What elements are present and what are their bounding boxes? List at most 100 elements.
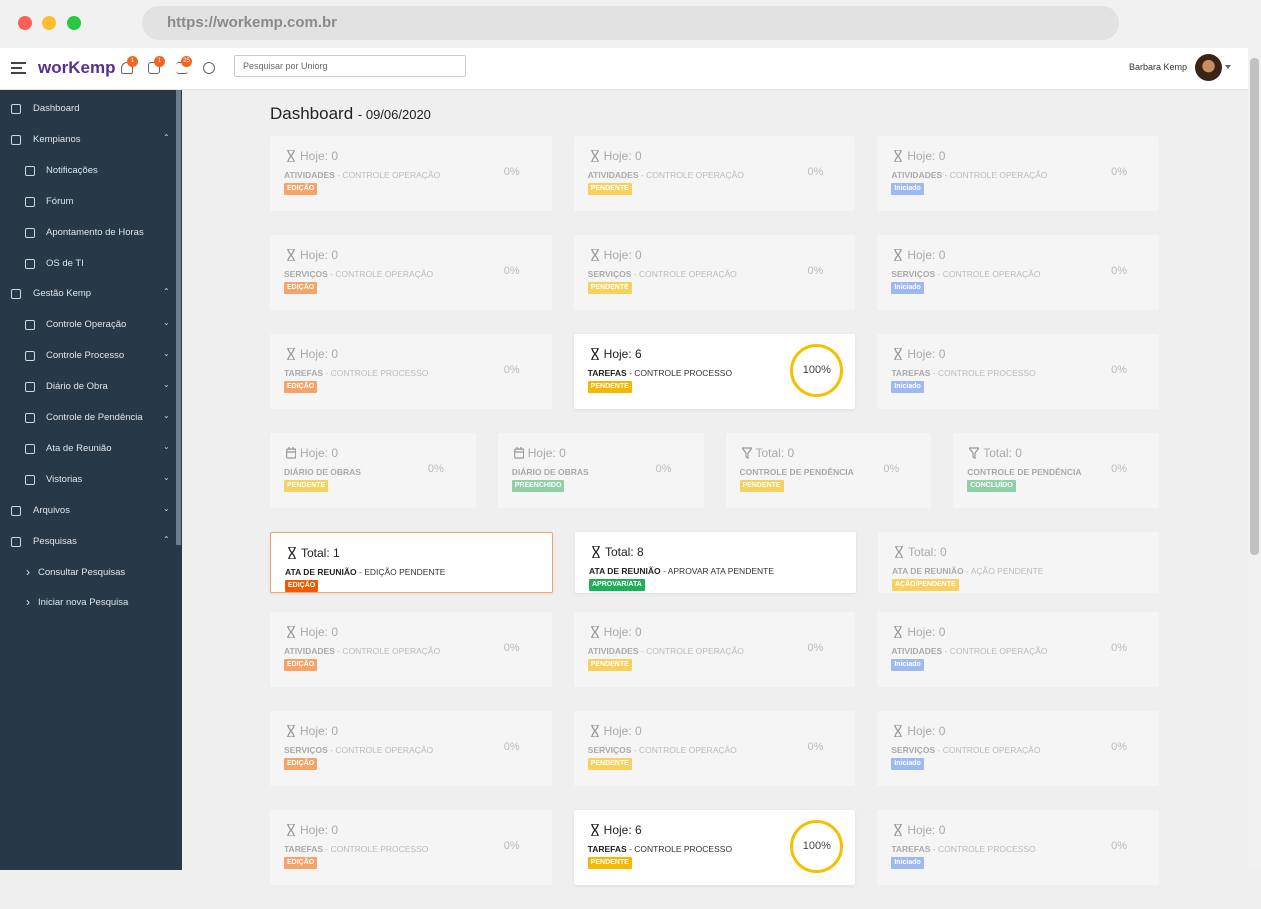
close-dot[interactable]: [18, 16, 32, 30]
card-subtitle: - CONTROLE OPERAÇÃO: [944, 646, 1048, 656]
sidebar-item[interactable]: Vistorias ⌄: [0, 470, 176, 490]
dashboard-card[interactable]: Hoje: 0 ATIVIDADES - CONTROLE OPERAÇÃO Ini…: [877, 612, 1160, 687]
dashboard-card[interactable]: Hoje: 0 TAREFAS - CONTROLE PROCESSO EDIÇÃO…: [270, 810, 552, 885]
menu-toggle[interactable]: [11, 61, 27, 75]
card-icon: [895, 546, 903, 558]
sidebar-item[interactable]: Apontamento de Horas: [0, 223, 176, 243]
dashboard-card[interactable]: Hoje: 6 TAREFAS - CONTROLE PROCESSO PENDEN…: [573, 334, 856, 409]
sidebar-item[interactable]: OS de TI: [0, 254, 176, 274]
card-title: ATIVIDADES: [284, 646, 335, 656]
user-menu-caret[interactable]: [1225, 65, 1231, 70]
sidebar-icon: [25, 382, 35, 393]
dashboard-card[interactable]: Total: 0 CONTROLE DE PENDÊNCIA PENDENTE 0%: [725, 433, 932, 508]
dashboard-card[interactable]: Total: 8 ATA DE REUNIÃO - APROVAR ATA PEN…: [575, 532, 856, 593]
dashboard-card[interactable]: Hoje: 0 SERVIÇOS - CONTROLE OPERAÇÃO PENDE…: [573, 711, 856, 786]
search-input[interactable]: Pesquisar por Uniorg: [234, 55, 466, 77]
scroll-thumb[interactable]: [1250, 58, 1259, 555]
card-icon: [590, 249, 599, 261]
card-counter: Hoje: 0: [907, 248, 946, 262]
sidebar-item[interactable]: Controle Operação ⌄: [0, 315, 176, 335]
sidebar-label: Consultar Pesquisas: [38, 566, 126, 578]
sidebar-icon: [25, 351, 35, 362]
dashboard-card[interactable]: Hoje: 0 TAREFAS - CONTROLE PROCESSO EDIÇÃO…: [270, 334, 552, 409]
sidebar-chevron: ⌃: [163, 287, 170, 297]
card-icon: [287, 249, 295, 261]
sidebar-item[interactable]: Gestão Kemp ⌃: [0, 284, 176, 304]
card-counter: Total: 0: [983, 446, 1022, 460]
card-icon: [894, 824, 903, 836]
sidebar-item[interactable]: Dashboard: [0, 99, 176, 119]
sidebar-item[interactable]: Controle Processo ⌄: [0, 346, 176, 366]
dashboard-card[interactable]: Hoje: 0 SERVIÇOS - CONTROLE OPERAÇÃO PENDE…: [573, 235, 856, 310]
sidebar: Dashboard Kempianos ⌃ Notificações Fórum Apon…: [0, 90, 182, 870]
sidebar-item[interactable]: › Iniciar nova Pesquisa: [0, 593, 176, 613]
status-badge: EDIÇÃO: [284, 381, 318, 393]
card-icon: [287, 626, 295, 638]
dashboard-card[interactable]: Total: 1 ATA DE REUNIÃO - EDIÇÃO PENDENTE…: [270, 532, 553, 593]
card-subtitle: - CONTROLE OPERAÇÃO: [633, 745, 737, 755]
status-badge: PENDENTE: [587, 659, 632, 671]
sidebar-item[interactable]: Notificações: [0, 161, 176, 181]
notification-badge: 1: [127, 56, 138, 67]
dashboard-card[interactable]: Hoje: 0 ATIVIDADES - CONTROLE OPERAÇÃO EDI…: [270, 136, 552, 211]
card-title: ATA DE REUNIÃO: [285, 567, 357, 577]
card-title: TAREFAS: [587, 844, 627, 854]
sidebar-item[interactable]: Ata de Reunião ⌄: [0, 439, 176, 459]
sidebar-label: Arquivos: [33, 504, 70, 516]
status-badge: PENDENTE: [587, 381, 632, 393]
card-percent: 0%: [503, 741, 520, 753]
dashboard-card[interactable]: Total: 0 CONTROLE DE PENDÊNCIA CONCLUÍDO 0%: [953, 433, 1159, 508]
sidebar-item[interactable]: Diário de Obra ⌄: [0, 377, 176, 397]
dashboard-card[interactable]: Hoje: 0 SERVIÇOS - CONTROLE OPERAÇÃO EDIÇÃ…: [270, 235, 552, 310]
card-title: DIÁRIO DE OBRAS: [284, 467, 361, 477]
dashboard-card[interactable]: Hoje: 0 ATIVIDADES - CONTROLE OPERAÇÃO PEN…: [573, 136, 856, 211]
dashboard-card[interactable]: Hoje: 0 DIÁRIO DE OBRAS PENDENTE 0%: [270, 433, 476, 508]
sidebar-chevron: ⌄: [163, 318, 170, 328]
maximize-dot[interactable]: [67, 16, 81, 30]
sidebar-item[interactable]: Fórum: [0, 192, 176, 212]
card-counter: Hoje: 0: [603, 724, 642, 738]
card-subtitle: - CONTROLE OPERAÇÃO: [633, 269, 737, 279]
card-icon: [513, 447, 524, 459]
status-badge: APROVAR/ATA: [589, 579, 645, 591]
dashboard-card[interactable]: Hoje: 0 ATIVIDADES - CONTROLE OPERAÇÃO PEN…: [573, 612, 856, 687]
dashboard-card[interactable]: Total: 0 ATA DE REUNIÃO - AÇÃO PENDENTE AÇ…: [878, 532, 1159, 593]
dashboard-card[interactable]: Hoje: 0 ATIVIDADES - CONTROLE OPERAÇÃO EDI…: [270, 612, 552, 687]
card-row: Hoje: 0 SERVIÇOS - CONTROLE OPERAÇÃO EDIÇÃ…: [270, 235, 1160, 310]
card-title: ATA DE REUNIÃO: [892, 566, 964, 576]
card-icon: [894, 626, 903, 638]
card-title: TAREFAS: [284, 368, 324, 378]
card-percent: 0%: [503, 364, 520, 376]
dashboard-card[interactable]: Hoje: 0 TAREFAS - CONTROLE PROCESSO Inicia…: [877, 810, 1160, 885]
sidebar-item[interactable]: Kempianos ⌃: [0, 130, 176, 150]
user-name[interactable]: Barbara Kemp: [1129, 62, 1188, 72]
card-percent: 0%: [1111, 840, 1128, 852]
card-counter: Hoje: 0: [603, 248, 642, 262]
card-subtitle: - CONTROLE PROCESSO: [325, 368, 429, 378]
dashboard-card[interactable]: Hoje: 0 DIÁRIO DE OBRAS PREENCHIDO 0%: [497, 433, 704, 508]
minimize-dot[interactable]: [42, 16, 56, 30]
card-percent: 0%: [503, 840, 520, 852]
logo[interactable]: worKemp: [38, 58, 116, 77]
card-title-line: SERVIÇOS - CONTROLE OPERAÇÃO: [891, 745, 1040, 755]
history-icon[interactable]: [203, 62, 215, 74]
sidebar-icon: [25, 165, 35, 176]
card-title: TAREFAS: [284, 844, 324, 854]
dashboard-card[interactable]: Hoje: 0 TAREFAS - CONTROLE PROCESSO Inicia…: [877, 334, 1160, 409]
url-bar[interactable]: https://workemp.com.br: [142, 6, 1119, 40]
dashboard-card[interactable]: Hoje: 0 ATIVIDADES - CONTROLE OPERAÇÃO Ini…: [877, 136, 1160, 211]
dashboard-card[interactable]: Hoje: 0 SERVIÇOS - CONTROLE OPERAÇÃO Inici…: [877, 235, 1160, 310]
sidebar-item[interactable]: Pesquisas ⌃: [0, 532, 176, 552]
card-title: ATIVIDADES: [284, 170, 335, 180]
sidebar-item[interactable]: › Consultar Pesquisas: [0, 563, 176, 583]
sidebar-item[interactable]: Arquivos ⌄: [0, 501, 176, 521]
sidebar-label: Controle de Pendência: [46, 412, 143, 423]
card-title: TAREFAS: [587, 368, 627, 378]
user-avatar[interactable]: [1195, 54, 1222, 81]
dashboard-card[interactable]: Hoje: 6 TAREFAS - CONTROLE PROCESSO PENDEN…: [573, 810, 856, 885]
dashboard-card[interactable]: Hoje: 0 SERVIÇOS - CONTROLE OPERAÇÃO EDIÇÃ…: [270, 711, 552, 786]
status-badge: Iniciado: [891, 183, 924, 195]
card-title: ATIVIDADES: [587, 170, 639, 180]
dashboard-card[interactable]: Hoje: 0 SERVIÇOS - CONTROLE OPERAÇÃO Inici…: [877, 711, 1160, 786]
sidebar-item[interactable]: Controle de Pendência ⌄: [0, 408, 176, 428]
